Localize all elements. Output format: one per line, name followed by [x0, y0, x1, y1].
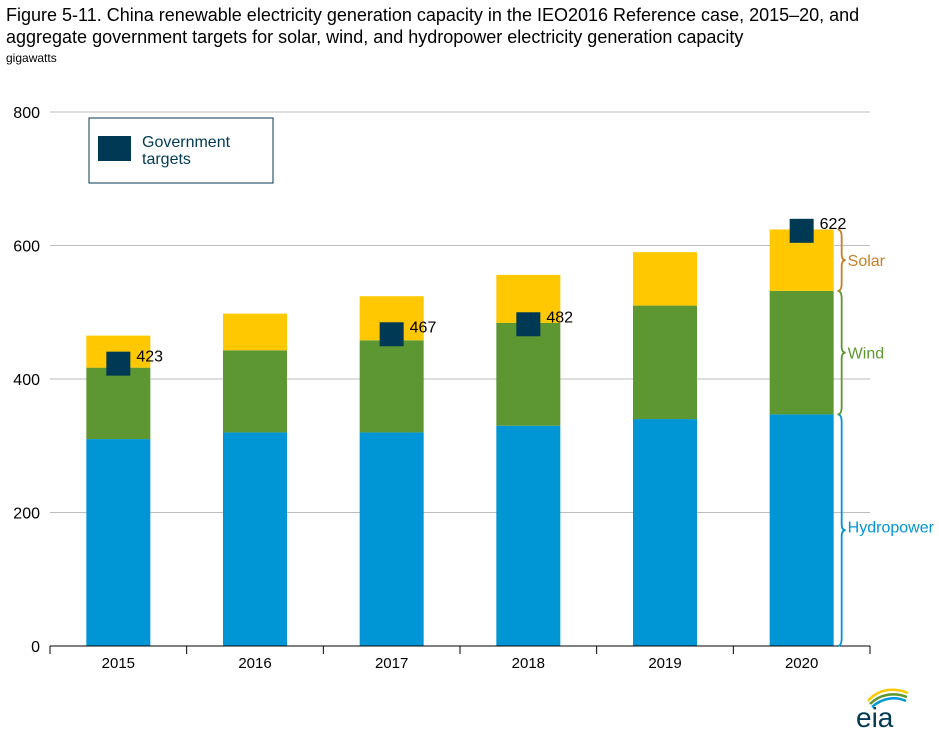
bracket-label-hydropower: Hydropower [848, 519, 935, 536]
target-label: 467 [410, 319, 437, 336]
bar-solar-2016 [223, 313, 287, 351]
target-marker-2020 [789, 218, 814, 243]
bracket-label-wind: Wind [848, 346, 884, 363]
bar-hydropower-2019 [633, 419, 697, 646]
bars [86, 229, 834, 646]
target-marker-2015 [106, 351, 131, 376]
y-tick-label: 200 [13, 506, 40, 523]
bar-solar-2019 [633, 252, 697, 306]
bar-wind-2019 [633, 305, 697, 420]
bar-wind-2018 [496, 322, 561, 426]
x-tick-label: 2020 [785, 655, 818, 672]
logo-text: eia [856, 702, 894, 731]
legend-label-line1: Government [142, 134, 231, 151]
target-markers: 423 467 482 622 [106, 216, 846, 376]
target-label: 423 [136, 349, 163, 366]
chart-title: Figure 5-11. China renewable electricity… [6, 5, 860, 47]
x-tick-label: 2016 [238, 655, 271, 672]
y-tick-label: 400 [13, 372, 40, 389]
bracket-wind [837, 289, 846, 416]
target-label: 622 [820, 216, 847, 233]
bar-hydropower-2017 [359, 432, 424, 646]
gridlines [50, 111, 870, 513]
target-marker-2018 [516, 312, 541, 337]
x-tick-label: 2018 [512, 655, 545, 672]
legend-label-line2: targets [142, 151, 191, 168]
bar-wind-2020 [769, 290, 834, 415]
bracket-label-solar: Solar [848, 253, 886, 270]
bar-hydropower-2020 [769, 414, 834, 646]
bar-hydropower-2018 [496, 425, 561, 646]
x-tick-label: 2015 [102, 655, 135, 672]
bar-hydropower-2015 [86, 439, 151, 646]
y-tick-label: 800 [13, 105, 40, 122]
eia-logo: eia [850, 683, 914, 733]
bar-wind-2017 [359, 340, 424, 433]
x-tick-label: 2017 [375, 655, 408, 672]
bracket-hydropower [837, 413, 846, 647]
series-brackets: Hydropower Wind Solar [837, 228, 935, 647]
x-axis [49, 645, 871, 654]
y-tick-label: 0 [31, 639, 40, 656]
bar-hydropower-2016 [223, 432, 287, 646]
x-tick-labels: 2015 2016 2017 2018 2019 2020 [102, 655, 819, 672]
y-tick-labels: 0 200 400 600 800 [13, 105, 40, 656]
legend-swatch-targets [98, 136, 131, 161]
y-tick-label: 600 [13, 239, 40, 256]
target-marker-2017 [379, 322, 404, 347]
x-tick-label: 2019 [648, 655, 681, 672]
bracket-solar [837, 228, 846, 292]
bar-wind-2016 [223, 350, 287, 433]
units-label: gigawatts [6, 51, 57, 65]
bar-wind-2015 [86, 367, 151, 440]
target-label: 482 [546, 309, 573, 326]
